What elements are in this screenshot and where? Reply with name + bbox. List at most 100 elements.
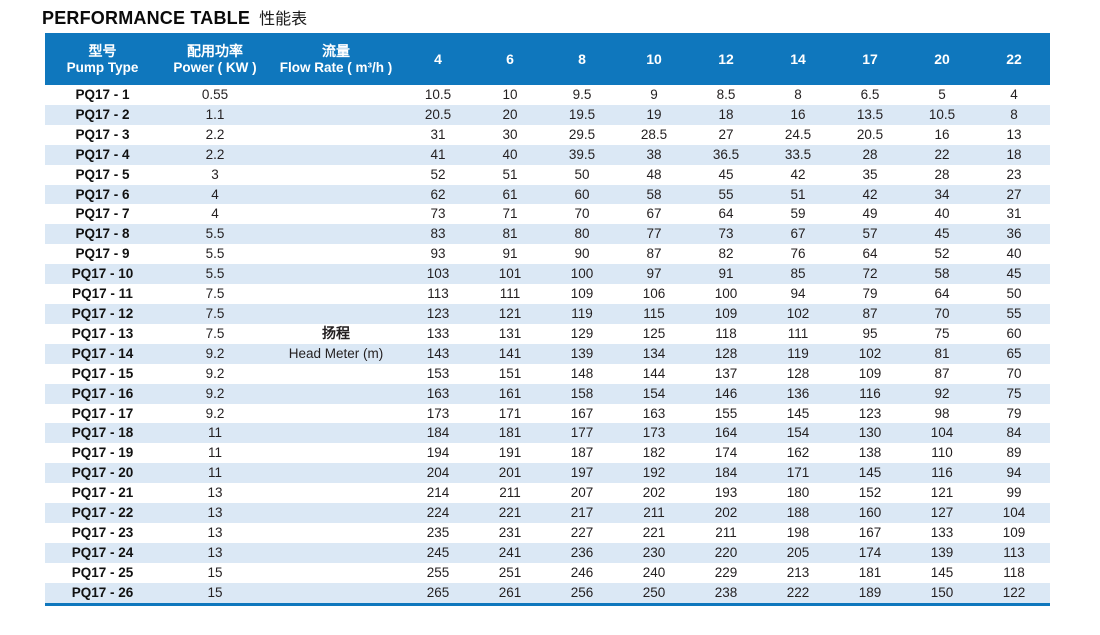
head-value-cell: 59 (790, 206, 806, 222)
col-header-flow-12: 12 (690, 33, 762, 85)
head-value-cell: 193 (714, 485, 738, 501)
power-cell: 11 (207, 465, 222, 481)
pump-type-cell: PQ17 - 16 (71, 385, 134, 401)
head-value-cell: 55 (718, 186, 734, 202)
head-value-cell: 145 (858, 465, 882, 481)
head-value-cell: 188 (786, 505, 810, 521)
head-value-cell: 82 (718, 246, 734, 262)
head-meter-label-cell (270, 105, 402, 125)
head-value-cell: 36 (1006, 226, 1022, 242)
head-value-cell: 158 (570, 385, 594, 401)
table-row: PQ17 - 16 9.2 163 161 158 154 146 136 116 92 75 (45, 383, 1050, 404)
power-cell: 7.5 (205, 286, 225, 302)
head-value-cell: 246 (570, 564, 594, 580)
head-value-cell: 79 (1006, 405, 1022, 421)
head-value-cell: 189 (858, 584, 882, 600)
head-value-cell: 236 (570, 544, 594, 560)
head-value-cell: 202 (642, 485, 666, 501)
head-value-cell: 36.5 (712, 146, 740, 162)
performance-table-container: 型号 Pump Type 配用功率 Power ( KW ) 流量 Flow R… (45, 33, 1050, 606)
head-value-cell: 16 (934, 126, 950, 142)
head-meter-label-cell (270, 523, 402, 543)
head-value-cell: 171 (498, 405, 522, 421)
head-value-cell: 9.5 (572, 87, 592, 102)
col-header-flow-rate-zh: 流量 (322, 42, 350, 59)
head-value-cell: 31 (430, 126, 446, 142)
head-value-cell: 92 (934, 385, 950, 401)
head-meter-label-cell (270, 85, 402, 105)
head-value-cell: 102 (858, 345, 882, 361)
head-value-cell: 109 (570, 286, 594, 302)
power-cell: 9.2 (205, 345, 225, 361)
head-meter-label-cell: 扬程 (322, 324, 350, 341)
pump-type-cell: PQ17 - 9 (75, 246, 130, 262)
col-header-power-zh: 配用功率 (187, 42, 243, 59)
col-header-power: 配用功率 Power ( KW ) (160, 33, 270, 85)
pump-type-cell: PQ17 - 17 (71, 405, 134, 421)
table-row: PQ17 - 6 4 62 61 60 58 55 51 42 34 27 (45, 184, 1050, 205)
head-value-cell: 118 (715, 325, 737, 341)
pump-type-cell: PQ17 - 14 (71, 345, 134, 361)
head-meter-label-cell (270, 404, 402, 424)
table-row: PQ17 - 2 1.1 20.5 20 19.5 19 18 16 13.5 10.5 8 (45, 104, 1050, 125)
head-value-cell: 51 (790, 186, 806, 202)
head-value-cell: 154 (642, 385, 666, 401)
performance-table: 型号 Pump Type 配用功率 Power ( KW ) 流量 Flow R… (45, 33, 1050, 606)
head-value-cell: 52 (430, 166, 446, 182)
head-value-cell: 143 (426, 345, 450, 361)
head-value-cell: 13.5 (856, 106, 884, 122)
head-value-cell: 211 (643, 505, 665, 521)
table-row: PQ17 - 26 15 265 261 256 250 238 222 189 150 122 (45, 582, 1050, 605)
head-value-cell: 8 (794, 87, 802, 102)
head-value-cell: 111 (787, 325, 809, 341)
power-cell: 11 (207, 445, 222, 461)
table-row: PQ17 - 21 13 214 211 207 202 193 180 152 121 99 (45, 483, 1050, 503)
head-value-cell: 255 (426, 564, 450, 580)
head-value-cell: 8 (1010, 106, 1018, 122)
head-value-cell: 16 (790, 106, 806, 122)
head-value-cell: 77 (646, 226, 662, 242)
pump-type-cell: PQ17 - 6 (75, 186, 130, 202)
head-value-cell: 42 (790, 166, 806, 182)
head-value-cell: 64 (862, 246, 878, 262)
head-value-cell: 136 (786, 385, 810, 401)
head-value-cell: 121 (930, 485, 954, 501)
head-value-cell: 83 (430, 226, 446, 242)
power-cell: 7.5 (205, 325, 225, 341)
head-value-cell: 137 (714, 365, 738, 381)
head-value-cell: 198 (786, 524, 810, 540)
head-value-cell: 111 (499, 286, 521, 302)
pump-type-cell: PQ17 - 10 (71, 266, 134, 282)
head-value-cell: 64 (934, 286, 950, 302)
head-value-cell: 160 (858, 505, 882, 521)
head-value-cell: 167 (858, 524, 882, 540)
col-header-flow-10: 10 (618, 33, 690, 85)
head-value-cell: 123 (858, 405, 882, 421)
head-value-cell: 27 (718, 126, 734, 142)
head-value-cell: 5 (938, 87, 946, 102)
head-value-cell: 72 (862, 266, 878, 282)
pump-type-cell: PQ17 - 26 (71, 584, 134, 600)
head-value-cell: 250 (642, 584, 666, 600)
head-value-cell: 139 (570, 345, 594, 361)
power-cell: 13 (207, 505, 223, 521)
head-value-cell: 40 (1006, 246, 1022, 262)
power-cell: 15 (207, 584, 223, 600)
head-value-cell: 116 (859, 385, 881, 401)
table-row: PQ17 - 25 15 255 251 246 240 229 213 181 145 118 (45, 563, 1050, 583)
table-header: 型号 Pump Type 配用功率 Power ( KW ) 流量 Flow R… (45, 33, 1050, 85)
table-row: PQ17 - 8 5.5 83 81 80 77 73 67 57 45 36 (45, 224, 1050, 245)
head-value-cell: 174 (858, 544, 882, 560)
col-header-flow-20: 20 (906, 33, 978, 85)
head-value-cell: 256 (570, 584, 594, 600)
pump-type-cell: PQ17 - 20 (71, 465, 134, 481)
table-row: PQ17 - 5 3 52 51 50 48 45 42 35 28 23 (45, 165, 1050, 185)
head-value-cell: 18 (1006, 146, 1022, 162)
head-value-cell: 79 (862, 286, 878, 302)
table-row: PQ17 - 13 7.5 扬程 133 131 129 125 118 111 95 75 60 (45, 324, 1050, 344)
head-value-cell: 116 (931, 465, 953, 481)
head-value-cell: 102 (786, 305, 810, 321)
head-value-cell: 163 (642, 405, 666, 421)
head-value-cell: 115 (643, 305, 665, 321)
head-value-cell: 181 (858, 564, 882, 580)
